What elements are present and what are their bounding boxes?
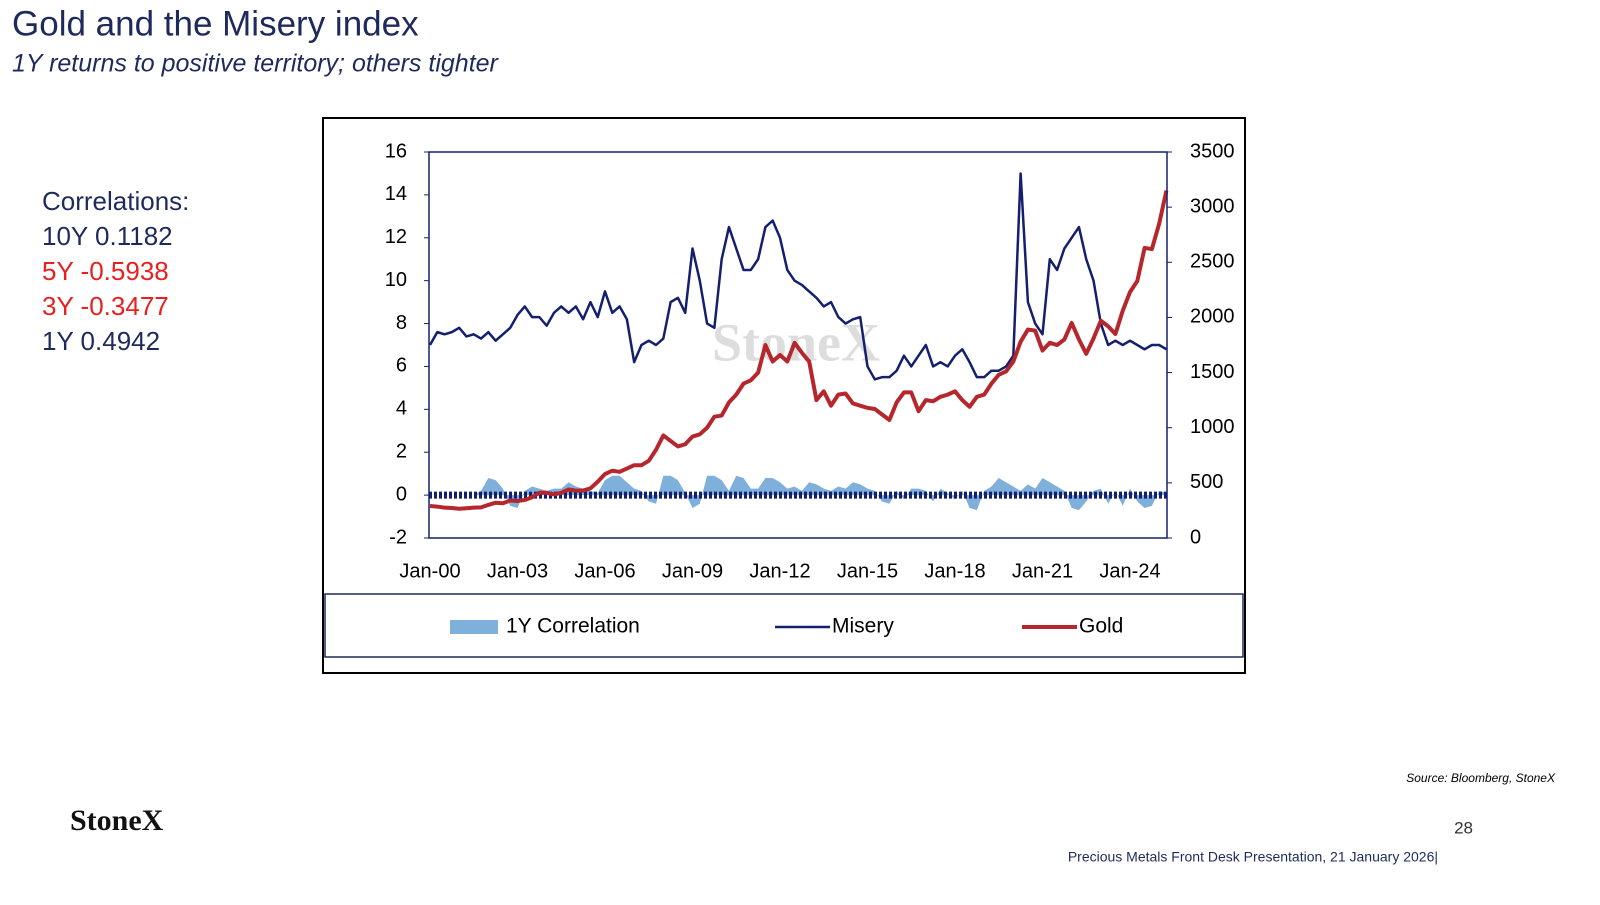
x-tick-label: Jan-15 <box>837 560 898 582</box>
legend-frame <box>324 593 1244 658</box>
x-tick-label: Jan-09 <box>662 560 723 582</box>
correlation-item: 10Y 0.1182 <box>42 221 173 251</box>
slide-title: Gold and the Misery index <box>12 4 419 43</box>
y-tick-label: 12 <box>385 226 407 248</box>
legend-swatch <box>450 620 498 634</box>
y2-tick-label: 500 <box>1190 471 1223 493</box>
correlation-area <box>430 475 1167 511</box>
misery-line <box>428 172 1168 381</box>
y2-tick-label: 3000 <box>1190 195 1235 217</box>
y-tick-label: 4 <box>396 398 407 420</box>
x-tick-label: Jan-12 <box>749 560 810 582</box>
x-tick-label: Jan-24 <box>1099 560 1160 582</box>
x-tick-label: Jan-18 <box>924 560 985 582</box>
slide-subtitle: 1Y returns to positive territory; others… <box>12 50 500 78</box>
y-tick-label: 14 <box>385 183 407 205</box>
plot-border <box>428 151 1168 539</box>
source-note: Source: Bloomberg, StoneX <box>1406 771 1556 785</box>
y-tick-label: 10 <box>385 269 407 291</box>
correlation-item: 1Y 0.4942 <box>42 326 160 356</box>
y-tick-label: 2 <box>396 441 407 463</box>
y-tick-label: 16 <box>385 140 407 162</box>
page-number: 28 <box>1454 818 1473 837</box>
y2-tick-label: 2000 <box>1190 306 1235 328</box>
y-tick-label: 6 <box>396 355 407 377</box>
y-tick-label: 8 <box>396 312 407 334</box>
footer: Precious Metals Front Desk Presentation,… <box>1068 849 1438 865</box>
correlation-item: 5Y -0.5938 <box>42 256 169 286</box>
y-tick-label: -2 <box>389 526 407 548</box>
x-tick-label: Jan-00 <box>399 560 460 582</box>
y-tick-label: 0 <box>396 483 407 505</box>
y2-tick-label: 1500 <box>1190 361 1235 383</box>
y2-tick-label: 3500 <box>1190 140 1235 162</box>
gold-line <box>429 190 1169 511</box>
correlation-item: 3Y -0.3477 <box>42 291 169 321</box>
legend-label: Misery <box>832 615 894 638</box>
y2-tick-label: 0 <box>1190 526 1201 548</box>
chart-frame <box>322 117 1246 674</box>
x-tick-label: Jan-06 <box>574 560 635 582</box>
correlations-heading: Correlations: <box>42 186 189 216</box>
x-tick-label: Jan-21 <box>1012 560 1073 582</box>
y2-tick-label: 2500 <box>1190 251 1235 273</box>
legend-label: 1Y Correlation <box>506 615 640 638</box>
y2-tick-label: 1000 <box>1190 416 1235 438</box>
x-tick-label: Jan-03 <box>487 560 548 582</box>
logo: StoneX <box>70 804 164 837</box>
legend-label: Gold <box>1079 615 1123 638</box>
